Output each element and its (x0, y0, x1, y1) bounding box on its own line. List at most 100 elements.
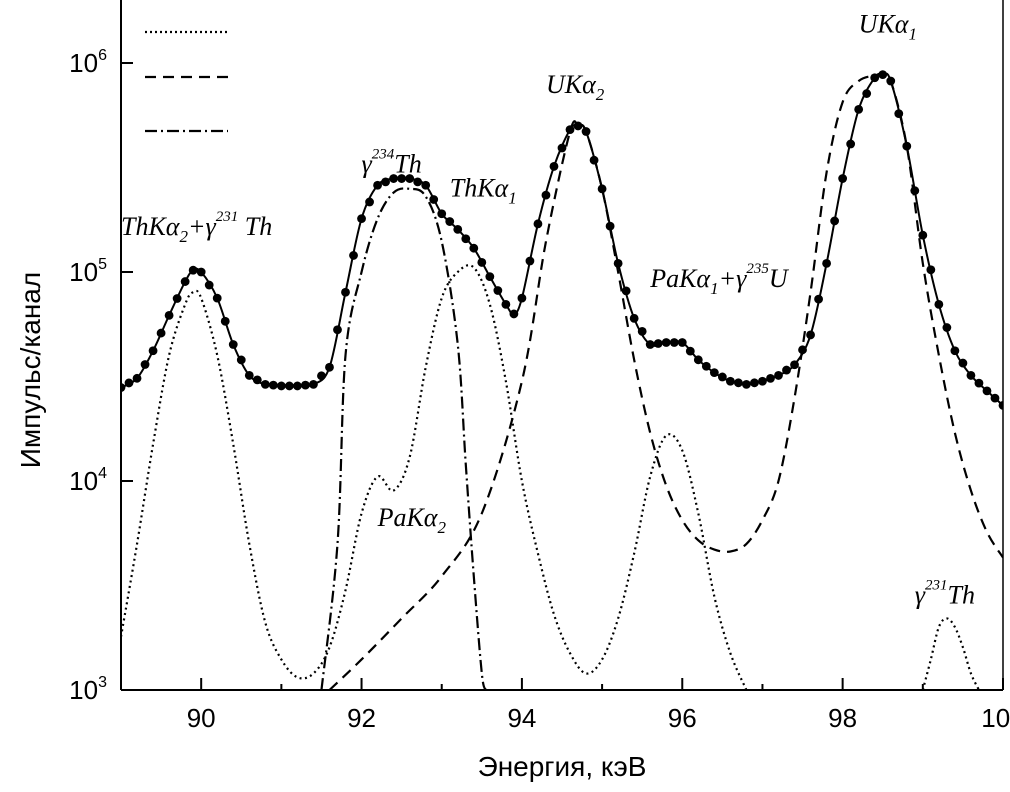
data-point (862, 89, 872, 98)
annotation-thka1: ThKα1 (450, 173, 517, 207)
data-point (669, 338, 679, 347)
data-point (140, 360, 150, 369)
data-point (734, 378, 743, 388)
data-point (966, 371, 976, 380)
data-point (878, 70, 888, 80)
data-point (413, 177, 423, 187)
data-point (220, 316, 230, 326)
data-point (790, 360, 799, 370)
data-point (806, 330, 815, 340)
data-point (637, 327, 647, 336)
x-tick-label: 98 (828, 703, 857, 733)
data-point (196, 267, 206, 277)
data-point (886, 76, 896, 86)
data-point (613, 258, 623, 268)
data-point (501, 299, 511, 309)
data-point (485, 272, 495, 282)
x-axis-title: Энергия, кэВ (478, 751, 647, 782)
data-point (782, 365, 791, 375)
data-point (333, 325, 342, 335)
data-point (317, 371, 326, 381)
series-line-3 (320, 187, 487, 690)
data-point (429, 195, 439, 204)
data-point (405, 174, 415, 183)
data-point (549, 162, 559, 171)
data-point (373, 180, 382, 190)
data-point (774, 371, 783, 380)
data-point (461, 234, 471, 244)
annotation-paka1: PaKα1+γ235U (649, 261, 790, 298)
data-point (597, 184, 607, 194)
series-line-2 (328, 73, 1003, 690)
data-point (357, 214, 366, 224)
marker-layer (121, 70, 1003, 410)
data-point (717, 372, 727, 382)
x-tick-label: 96 (668, 703, 697, 733)
y-tick-label: 105 (69, 256, 107, 287)
data-point (709, 368, 719, 378)
data-point (349, 251, 358, 260)
data-point (525, 256, 535, 266)
data-point (301, 380, 310, 390)
data-point (541, 190, 551, 200)
data-point (870, 73, 880, 83)
y-axis-title: Импульс/канал (15, 272, 46, 468)
series-line-4 (921, 617, 980, 690)
data-point (477, 258, 487, 267)
data-point (629, 313, 639, 323)
annotation-uka2: UKα2 (546, 70, 605, 104)
data-point (942, 323, 952, 332)
data-point (397, 174, 407, 183)
data-point (573, 121, 583, 131)
data-point (854, 104, 864, 114)
data-point (389, 174, 399, 183)
data-point (758, 376, 767, 386)
data-point (798, 345, 807, 355)
data-point (998, 401, 1003, 410)
data-point (276, 381, 286, 391)
data-point (188, 265, 198, 275)
data-point (437, 209, 447, 219)
data-point (605, 221, 615, 231)
data-point (653, 339, 663, 348)
data-point (453, 224, 463, 234)
y-tick-label: 103 (69, 674, 107, 705)
data-point (212, 293, 222, 303)
data-point (121, 383, 126, 392)
data-point (493, 286, 503, 295)
data-point (661, 338, 671, 347)
data-point (260, 379, 270, 389)
data-point (645, 340, 655, 349)
data-point (164, 310, 174, 320)
data-point (950, 346, 960, 356)
data-point (180, 277, 190, 286)
data-point (445, 217, 455, 226)
data-point (894, 109, 904, 118)
data-point (838, 174, 848, 183)
data-point (469, 243, 479, 253)
data-point (974, 378, 984, 388)
data-point (725, 376, 735, 386)
data-point (148, 346, 158, 356)
data-point (557, 143, 567, 153)
data-point (156, 328, 166, 338)
data-point (325, 362, 334, 372)
data-point (589, 155, 599, 165)
data-point (814, 294, 823, 304)
data-point (581, 127, 591, 136)
x-tick-label: 94 (507, 703, 536, 733)
annotation-uka1: UKα1 (859, 9, 917, 43)
y-tick-label: 106 (69, 47, 107, 78)
data-point (990, 393, 1000, 403)
data-point (958, 358, 968, 368)
data-point (341, 287, 350, 297)
data-point (124, 378, 134, 388)
data-point (742, 379, 751, 389)
legend (145, 30, 228, 133)
data-point (685, 346, 695, 356)
x-tick-label: 92 (347, 703, 376, 733)
data-point (132, 373, 142, 383)
data-point (244, 371, 254, 380)
data-point (926, 265, 936, 275)
